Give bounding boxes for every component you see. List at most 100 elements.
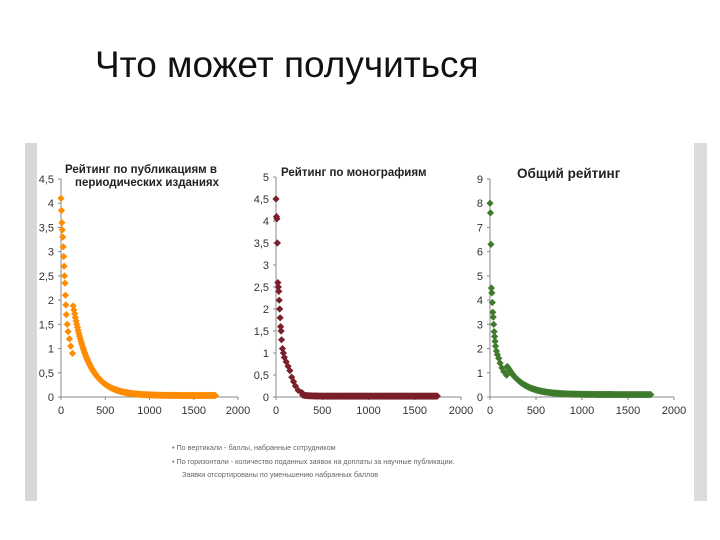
chart1-point — [57, 206, 66, 215]
chart3-point — [500, 367, 508, 376]
chart1-point — [57, 194, 65, 202]
chart2-point — [272, 195, 280, 203]
chart1-point — [72, 317, 80, 325]
chart1-y-tick-label: 4 — [48, 198, 54, 210]
chart1-point — [61, 279, 69, 287]
figure-right-edge — [694, 143, 707, 501]
note-horizontal: • По горизонтали - количество поданных з… — [172, 457, 455, 466]
chart1-point — [69, 302, 77, 310]
chart1-point — [71, 310, 79, 318]
chart3-point — [491, 332, 499, 341]
chart2-point — [294, 386, 302, 394]
chart1-point — [62, 301, 70, 309]
chart2-point — [274, 283, 282, 291]
chart1-y-tick-label: 3,5 — [39, 222, 54, 234]
chart2-y-tick-label: 0 — [263, 392, 269, 404]
chart2-point — [277, 327, 285, 335]
chart3-y-tick-label: 3 — [477, 319, 483, 331]
chart1-y-tick-label: 0 — [48, 392, 54, 404]
chart1-point — [60, 262, 68, 270]
chart1-x-tick-label: 1500 — [182, 405, 206, 417]
chart1-point — [211, 391, 220, 400]
chart1-point — [63, 320, 71, 328]
chart1-y-tick-label: 1 — [48, 344, 54, 356]
chart1-y-tick-label: 0,5 — [39, 368, 54, 380]
chart3-y-tick-label: 4 — [477, 295, 483, 307]
chart1-point — [67, 342, 75, 350]
chart1-title-line1: Рейтинг по публикациям в — [65, 164, 217, 176]
chart2-y-tick-label: 2 — [263, 304, 269, 316]
chart3-point — [490, 320, 498, 328]
chart1-x-tick-label: 2000 — [226, 405, 250, 417]
chart1-y-tick-label: 1,5 — [39, 319, 54, 331]
chart1-point — [65, 335, 74, 343]
chart2-point — [275, 287, 283, 295]
chart3-x-tick-label: 1500 — [616, 405, 640, 417]
chart1-y-tick-label: 2 — [48, 295, 54, 307]
chart2-point — [277, 323, 285, 331]
chart2-point — [276, 305, 284, 313]
chart2-point — [273, 239, 281, 247]
chart1-point — [74, 326, 82, 335]
chart2-point — [277, 336, 286, 344]
note-sorted: Заявки отсортированы по уменьшению набра… — [182, 470, 379, 479]
chart3-x-tick-label: 1000 — [570, 405, 594, 417]
chart3-y-tick-label: 5 — [477, 271, 483, 283]
note-vertical: • По вертикали - баллы, набранные сотруд… — [172, 443, 336, 452]
chart2-y-tick-label: 1 — [263, 348, 269, 360]
chart1-y-tick-label: 3 — [48, 247, 54, 259]
chart2-point — [288, 373, 296, 381]
chart2-point — [286, 367, 294, 375]
chart1-x-tick-label: 0 — [58, 405, 64, 417]
chart2-point — [433, 392, 441, 400]
chart3-point — [489, 313, 497, 321]
chart3-y-tick-label: 7 — [477, 222, 483, 234]
chart3-point — [489, 308, 497, 316]
chart1-point — [64, 328, 72, 336]
chart3-x-tick-label: 0 — [487, 405, 493, 417]
chart1-point — [68, 349, 77, 357]
chart2-x-tick-label: 1000 — [356, 405, 380, 417]
chart1-y-tick-label: 4,5 — [39, 174, 54, 186]
chart3-point — [487, 284, 495, 292]
chart3-point — [491, 342, 500, 350]
chart3-point — [487, 240, 495, 248]
chart2-point — [278, 345, 287, 353]
chart2-x-tick-label: 1500 — [403, 405, 427, 417]
chart2-point — [275, 296, 283, 304]
chart2-point — [274, 279, 282, 287]
chart3-point — [488, 298, 496, 307]
chart3-point — [486, 199, 494, 207]
chart3-y-tick-label: 2 — [477, 344, 483, 356]
chart1-x-tick-label: 500 — [96, 405, 114, 417]
chart3-point — [488, 289, 496, 297]
chart2-point — [280, 353, 288, 361]
chart3-y-tick-label: 1 — [477, 368, 483, 380]
chart1-point — [73, 323, 82, 332]
chart2-y-tick-label: 1,5 — [254, 326, 269, 338]
chart2-y-tick-label: 4,5 — [254, 194, 269, 206]
chart2-point — [276, 314, 284, 322]
chart2-point — [284, 362, 292, 370]
chart2-point — [282, 358, 290, 366]
chart3-x-tick-label: 500 — [527, 405, 545, 417]
chart3-point — [490, 328, 498, 336]
chart2-x-tick-label: 2000 — [449, 405, 473, 417]
chart1-point — [61, 291, 70, 299]
chart3-point — [486, 209, 495, 217]
slide-title: Что может получиться — [95, 44, 479, 85]
chart2-y-tick-label: 0,5 — [254, 370, 269, 382]
chart2-point — [273, 215, 281, 223]
chart3-y-tick-label: 6 — [477, 247, 483, 259]
chart3-x-tick-label: 2000 — [662, 405, 686, 417]
chart2-y-tick-label: 4 — [263, 216, 269, 228]
chart2-point — [289, 378, 298, 386]
chart2-title: Рейтинг по монографиям — [281, 167, 427, 179]
chart2-y-tick-label: 5 — [263, 172, 269, 184]
chart2-y-tick-label: 3,5 — [254, 238, 269, 250]
figure-left-edge — [25, 143, 37, 501]
chart3-point — [498, 364, 506, 372]
chart1-point — [60, 272, 69, 280]
chart1-y-tick-label: 2,5 — [39, 271, 54, 283]
